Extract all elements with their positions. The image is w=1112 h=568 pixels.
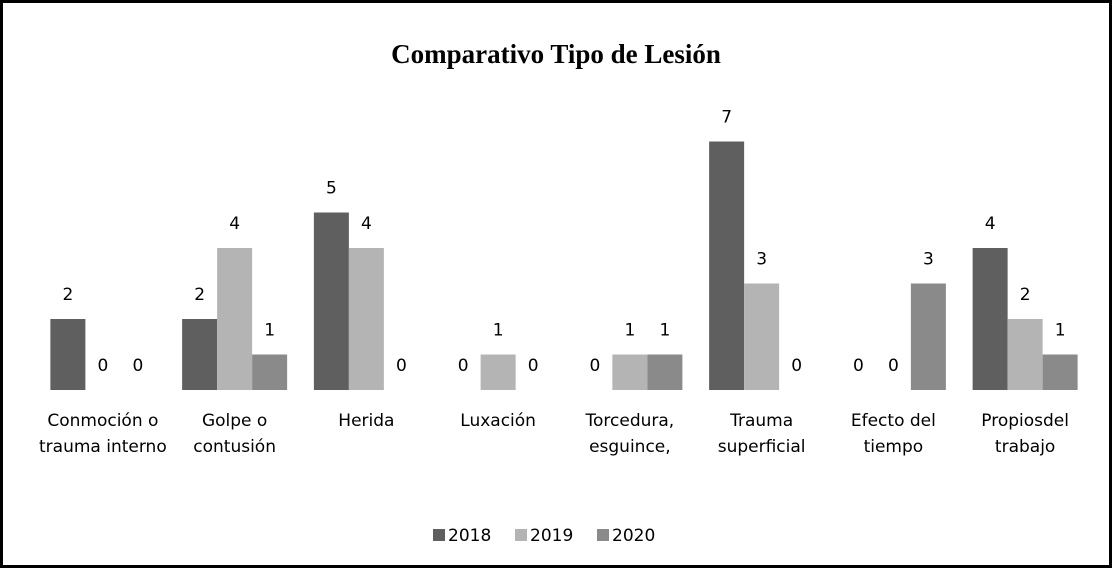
bar (612, 354, 648, 390)
data-label: 1 (624, 321, 635, 341)
bar (709, 141, 745, 390)
x-tick-label: Golpe o contusión (193, 411, 276, 457)
data-label: 0 (458, 356, 469, 376)
data-label: 1 (264, 321, 275, 341)
data-label: 5 (326, 179, 337, 199)
data-label: 1 (659, 321, 670, 341)
data-label: 1 (1055, 321, 1066, 341)
data-label: 3 (756, 250, 767, 270)
x-tick-label: Torcedura, esguince, (585, 411, 675, 457)
data-label: 0 (528, 356, 539, 376)
legend-swatch (515, 529, 527, 541)
data-label: 0 (791, 356, 802, 376)
data-label: 0 (396, 356, 407, 376)
bar (744, 283, 780, 390)
data-label: 3 (923, 250, 934, 270)
data-label: 4 (361, 214, 372, 234)
bar (50, 319, 86, 390)
legend-swatch (433, 529, 445, 541)
bar (182, 319, 218, 390)
bar (1007, 319, 1043, 390)
bar (1042, 354, 1078, 390)
data-label: 4 (985, 214, 996, 234)
legend-label: 2019 (530, 526, 573, 546)
data-label: 2 (194, 285, 205, 305)
bar (647, 354, 683, 390)
x-tick-label: Luxación (460, 411, 536, 431)
x-tick-label: Conmoción o trauma interno (39, 411, 167, 457)
bar (252, 354, 288, 390)
data-label: 4 (229, 214, 240, 234)
bar (313, 212, 349, 390)
legend-label: 2018 (448, 526, 491, 546)
data-label: 0 (888, 356, 899, 376)
legend-label: 2020 (612, 526, 655, 546)
legend-swatch (597, 529, 609, 541)
data-label: 0 (853, 356, 864, 376)
bar (480, 354, 516, 390)
data-label: 0 (589, 356, 600, 376)
x-tick-label: Herida (338, 411, 395, 431)
data-label: 0 (132, 356, 143, 376)
data-label: 2 (1020, 285, 1031, 305)
bar (217, 248, 253, 390)
bar (972, 248, 1008, 390)
data-label: 1 (493, 321, 504, 341)
x-tick-label: Trauma superficial (717, 411, 806, 457)
x-tick-label: Propiosdel trabajo (981, 411, 1069, 457)
bar (910, 283, 946, 390)
x-tick-label: Efecto del tiempo (850, 411, 936, 457)
chart: Comparativo Tipo de Lesión 2 0 0 2 4 1 5 4 0 0 1 0 0… (50, 39, 1078, 546)
bar (348, 248, 384, 390)
data-label: 2 (62, 285, 73, 305)
data-label: 7 (721, 108, 732, 128)
data-label: 0 (97, 356, 108, 376)
chart-title: Comparativo Tipo de Lesión (391, 39, 721, 69)
